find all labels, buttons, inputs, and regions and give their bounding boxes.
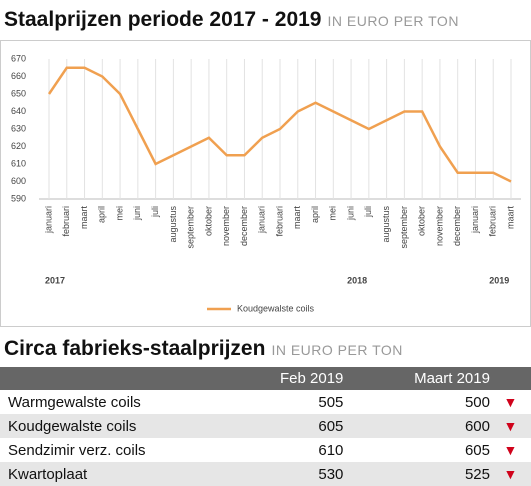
y-tick-label: 640 — [11, 106, 26, 116]
page: {"chart_data": {"type": "line", "title":… — [0, 8, 531, 486]
y-tick-label: 630 — [11, 123, 26, 133]
cell: Warmgewalste coils — [8, 393, 141, 411]
x-tick-label: april — [310, 206, 320, 223]
x-tick-label: april — [97, 206, 107, 223]
cell: 525 — [343, 462, 490, 486]
row: Sendzimir verz. coils 610 605 ▼ — [0, 438, 531, 462]
x-tick-label: oktober — [417, 206, 427, 236]
x-tick-label: februari — [61, 206, 71, 237]
cell: 530 — [235, 462, 344, 486]
cell: 600 — [343, 414, 490, 438]
x-tick-label: juni — [345, 206, 355, 221]
y-tick-label: 620 — [11, 141, 26, 151]
row: Koudgewalste coils 605 600 ▼ — [0, 414, 531, 438]
title: Staalprijzen periode 2017 - 2019 — [4, 8, 322, 31]
chart-heading: Staalprijzen periode 2017 - 2019 IN EURO … — [4, 8, 459, 32]
x-tick-label: mei — [328, 206, 338, 221]
x-tick-label: maart — [79, 206, 89, 230]
down-arrow: ▼ — [503, 394, 518, 410]
table-heading: Circa fabrieks-staalprijzen IN EURO PER T… — [4, 337, 403, 361]
y-tick-label: 610 — [11, 158, 26, 168]
x-tick-label: maart — [505, 206, 515, 230]
x-tick-label: september — [186, 206, 196, 249]
y-tick-label: 670 — [11, 53, 26, 63]
x-tick-label: mei — [114, 206, 124, 221]
x-tick-label: augustus — [381, 206, 391, 243]
cell: Sendzimir verz. coils — [8, 441, 146, 459]
row: Kwartoplaat 530 525 ▼ — [0, 462, 531, 486]
x-tick-label: februari — [274, 206, 284, 237]
chart-box: 590 600 610 620 630 640 650 660 670 januari februa… — [0, 40, 531, 327]
title: Circa fabrieks-staalprijzen — [4, 337, 266, 360]
x-tick-label: februari — [488, 206, 498, 237]
x-tick-label: augustus — [168, 206, 178, 243]
x-tick-label: juli — [150, 206, 160, 218]
price-table: Feb 2019 Maart 2019 Warmgewalste coils 505… — [0, 367, 531, 486]
x-tick-label: januari — [257, 206, 267, 234]
line — [47, 66, 512, 183]
x-tick-label: januari — [470, 206, 480, 234]
subtitle: IN EURO PER TON — [327, 13, 459, 29]
year-label: 2019 — [489, 275, 509, 285]
x-tick-label: november — [221, 206, 231, 246]
x-tick-label: januari — [43, 206, 53, 234]
subtitle: IN EURO PER TON — [271, 342, 403, 358]
y-tick-label: 600 — [11, 176, 26, 186]
cell: Koudgewalste coils — [0, 414, 236, 438]
x-tick-label: december — [452, 206, 462, 246]
down-arrow: ▼ — [489, 462, 531, 486]
year-label: 2018 — [347, 275, 367, 285]
cell: 610 — [318, 441, 344, 459]
x-tick-label: juli — [363, 206, 373, 218]
x-tick-label: september — [399, 206, 409, 249]
col-header: Feb 2019 — [235, 367, 344, 390]
down-arrow: ▼ — [503, 442, 518, 458]
header-row: Feb 2019 Maart 2019 — [0, 367, 531, 390]
y-tick-label: 590 — [11, 193, 26, 203]
x-tick-label: december — [239, 206, 249, 246]
y-tick-label: 660 — [11, 71, 26, 81]
cell: 605 — [464, 441, 490, 459]
y-tick-label: 650 — [11, 88, 26, 98]
x-tick-label: juni — [132, 206, 142, 221]
cell: Kwartoplaat — [0, 462, 236, 486]
down-arrow: ▼ — [489, 414, 531, 438]
col-header: Maart 2019 — [343, 367, 490, 390]
cell: 500 — [464, 393, 490, 411]
cell: 605 — [235, 414, 344, 438]
year-label: 2017 — [45, 275, 65, 285]
x-tick-label: maart — [292, 206, 302, 230]
row: Warmgewalste coils 505 500 ▼ — [0, 390, 531, 414]
x-tick-label: november — [434, 206, 444, 246]
cell: 505 — [318, 393, 344, 411]
chart: 590 600 610 620 630 640 650 660 670 januari februa… — [11, 53, 521, 313]
x-tick-label: oktober — [203, 206, 213, 236]
legend-label: Koudgewalste coils — [237, 303, 315, 313]
